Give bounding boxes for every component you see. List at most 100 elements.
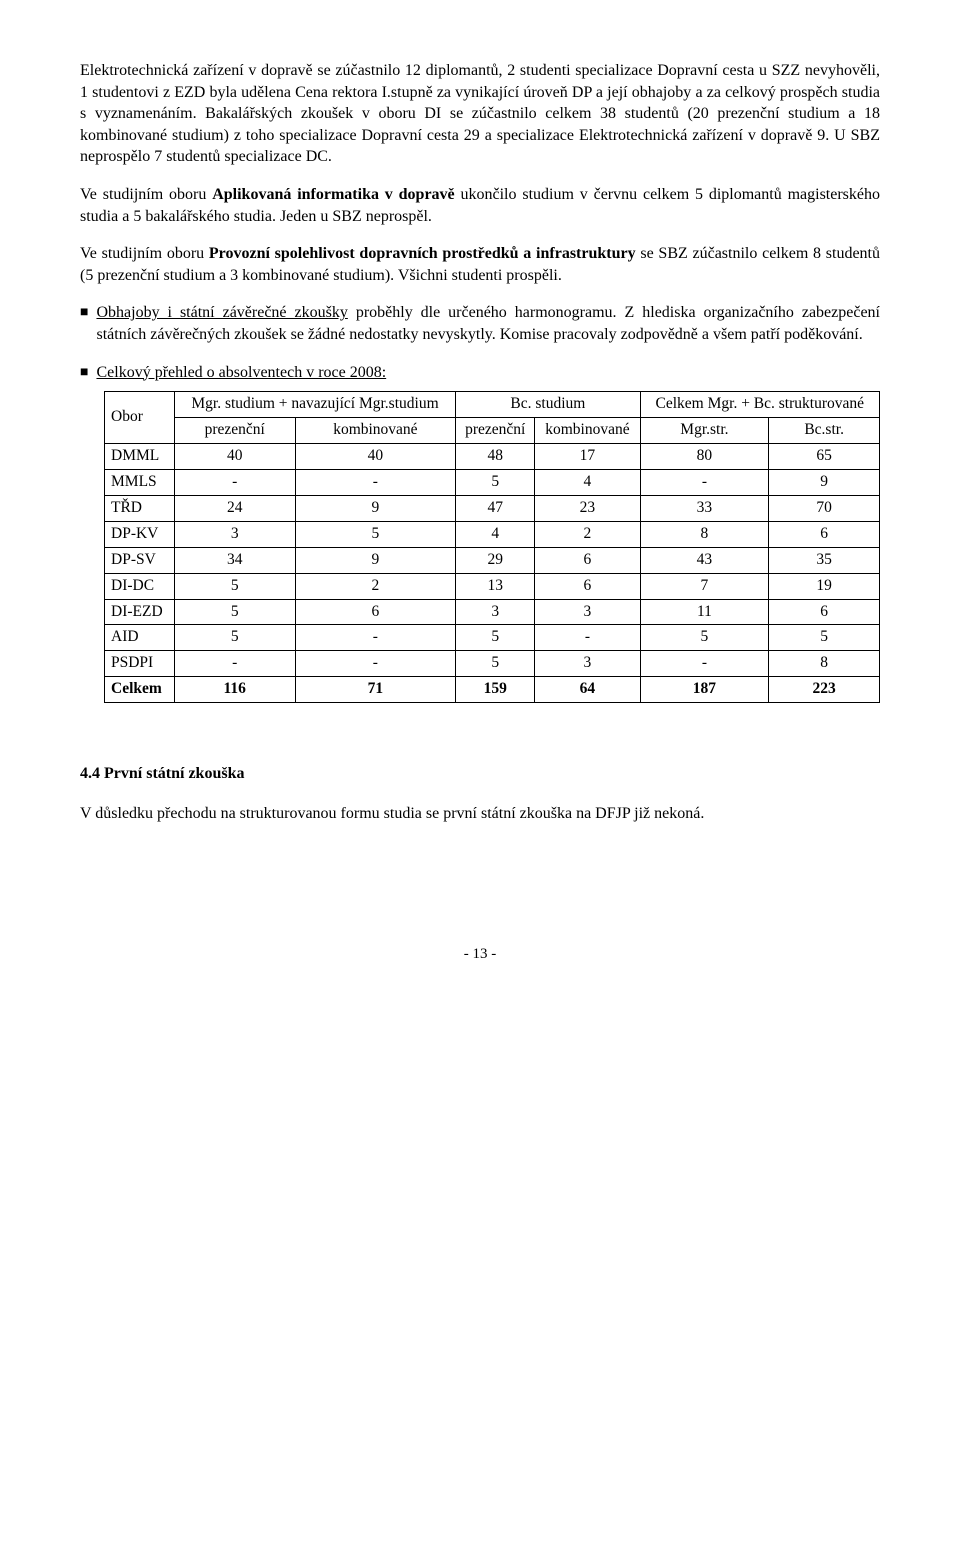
page-number: - 13 -: [80, 944, 880, 964]
col-mgrstr: Mgr.str.: [640, 418, 769, 444]
bullet1-underlined: Obhajoby i státní závěrečné zkoušky: [96, 304, 347, 321]
cell: 6: [535, 547, 640, 573]
table-header-row-1: Obor Mgr. studium + navazující Mgr.studi…: [105, 392, 880, 418]
paragraph-1: Elektrotechnická zařízení v dopravě se z…: [80, 60, 880, 168]
paragraph-4: V důsledku přechodu na strukturovanou fo…: [80, 803, 880, 825]
cell: 5: [456, 651, 535, 677]
cell: 6: [295, 599, 456, 625]
bullet2-underlined: Celkový přehled o absolventech v roce 20…: [96, 364, 386, 381]
cell: 47: [456, 495, 535, 521]
cell-obor: DI-DC: [105, 573, 175, 599]
table-row: MMLS--54-9: [105, 469, 880, 495]
cell-obor: MMLS: [105, 469, 175, 495]
cell-obor: TŘD: [105, 495, 175, 521]
table-row: AID5-5-55: [105, 625, 880, 651]
section-heading-4-4: 4.4 První státní zkouška: [80, 763, 880, 785]
col-obor: Obor: [105, 392, 175, 444]
cell: 65: [769, 443, 880, 469]
cell: -: [295, 469, 456, 495]
table-row: TŘD24947233370: [105, 495, 880, 521]
cell: 7: [640, 573, 769, 599]
cell: 33: [640, 495, 769, 521]
col-bcstr: Bc.str.: [769, 418, 880, 444]
square-bullet-icon: ■: [80, 362, 88, 383]
cell: 29: [456, 547, 535, 573]
bullet-item-1: ■ Obhajoby i státní závěrečné zkoušky pr…: [80, 302, 880, 345]
cell: 6: [535, 573, 640, 599]
table-body: DMML404048178065MMLS--54-9TŘD24947233370…: [105, 443, 880, 702]
cell: 8: [769, 651, 880, 677]
cell: 6: [769, 521, 880, 547]
cell: 4: [535, 469, 640, 495]
cell: 5: [456, 625, 535, 651]
p3-bold: Provozní spolehlivost dopravních prostře…: [209, 245, 636, 262]
cell: 17: [535, 443, 640, 469]
cell: 9: [295, 547, 456, 573]
cell: 5: [174, 625, 295, 651]
cell-obor: DMML: [105, 443, 175, 469]
cell: 40: [174, 443, 295, 469]
cell: 3: [535, 651, 640, 677]
cell: -: [640, 469, 769, 495]
cell: 3: [535, 599, 640, 625]
cell: 6: [769, 599, 880, 625]
cell: 80: [640, 443, 769, 469]
table-row: PSDPI--53-8: [105, 651, 880, 677]
square-bullet-icon: ■: [80, 302, 88, 323]
cell: 4: [456, 521, 535, 547]
table-row: DI-EZD5633116: [105, 599, 880, 625]
cell: 13: [456, 573, 535, 599]
table-total-row: Celkem1167115964187223: [105, 677, 880, 703]
table-row: DMML404048178065: [105, 443, 880, 469]
table-row: DP-KV354286: [105, 521, 880, 547]
cell: -: [640, 651, 769, 677]
cell: 40: [295, 443, 456, 469]
cell: 187: [640, 677, 769, 703]
cell: 70: [769, 495, 880, 521]
col-komb-1: kombinované: [295, 418, 456, 444]
cell: -: [295, 625, 456, 651]
cell-obor: AID: [105, 625, 175, 651]
table-header-row-2: prezenční kombinované prezenční kombinov…: [105, 418, 880, 444]
cell: 71: [295, 677, 456, 703]
cell: 48: [456, 443, 535, 469]
results-table: Obor Mgr. studium + navazující Mgr.studi…: [104, 391, 880, 703]
cell: 23: [535, 495, 640, 521]
cell-obor: Celkem: [105, 677, 175, 703]
cell: 43: [640, 547, 769, 573]
cell-obor: DI-EZD: [105, 599, 175, 625]
cell: 159: [456, 677, 535, 703]
cell: 2: [295, 573, 456, 599]
col-prez-1: prezenční: [174, 418, 295, 444]
cell: -: [174, 651, 295, 677]
col-mgr: Mgr. studium + navazující Mgr.studium: [174, 392, 455, 418]
cell: -: [174, 469, 295, 495]
cell-obor: PSDPI: [105, 651, 175, 677]
cell: 11: [640, 599, 769, 625]
bullet-item-2: ■ Celkový přehled o absolventech v roce …: [80, 362, 880, 384]
paragraph-2: Ve studijním oboru Aplikovaná informatik…: [80, 184, 880, 227]
cell: 35: [769, 547, 880, 573]
cell: 3: [456, 599, 535, 625]
cell: 8: [640, 521, 769, 547]
cell: 5: [640, 625, 769, 651]
cell: 3: [174, 521, 295, 547]
cell: 2: [535, 521, 640, 547]
cell: 9: [295, 495, 456, 521]
cell: 223: [769, 677, 880, 703]
cell: 19: [769, 573, 880, 599]
cell: 5: [456, 469, 535, 495]
cell: -: [535, 625, 640, 651]
col-bc: Bc. studium: [456, 392, 640, 418]
paragraph-3: Ve studijním oboru Provozní spolehlivost…: [80, 243, 880, 286]
col-celkem: Celkem Mgr. + Bc. strukturované: [640, 392, 879, 418]
cell: 5: [769, 625, 880, 651]
cell: 64: [535, 677, 640, 703]
cell: 5: [295, 521, 456, 547]
cell: 116: [174, 677, 295, 703]
p3-pre: Ve studijním oboru: [80, 245, 209, 262]
cell: 9: [769, 469, 880, 495]
col-prez-2: prezenční: [456, 418, 535, 444]
p2-bold: Aplikovaná informatika v dopravě: [212, 186, 454, 203]
col-komb-2: kombinované: [535, 418, 640, 444]
